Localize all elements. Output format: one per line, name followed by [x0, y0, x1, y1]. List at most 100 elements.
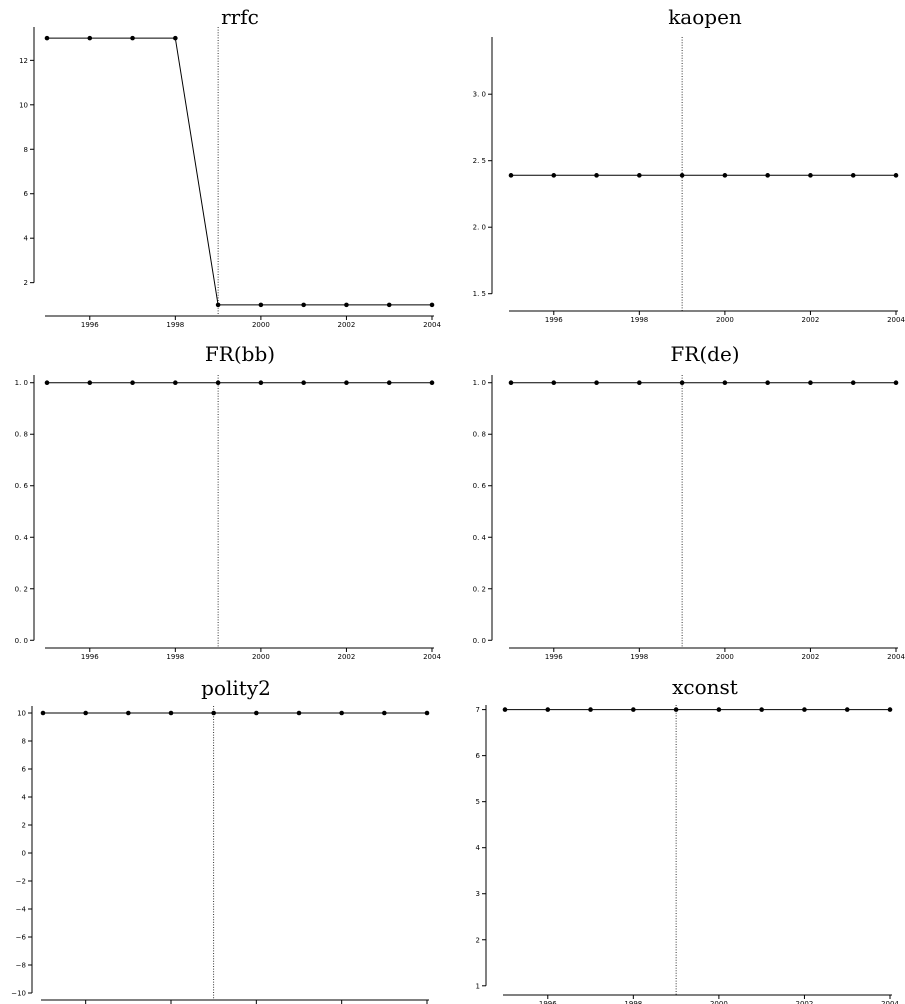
- x-tick-label: 1998: [624, 1000, 642, 1004]
- data-point: [722, 173, 728, 178]
- y-tick-label: 0. 8: [473, 431, 486, 439]
- data-point: [215, 380, 221, 386]
- data-point: [87, 35, 93, 41]
- y-tick-label: 1. 5: [473, 290, 486, 298]
- data-point: [215, 302, 221, 308]
- y-tick-label: 6: [24, 190, 29, 198]
- data-point: [87, 380, 93, 386]
- y-tick-label: 4: [22, 794, 27, 802]
- x-tick-label: 1998: [630, 653, 648, 661]
- y-tick-label: −6: [16, 934, 27, 942]
- panel-1: kaopen 1. 5 2. 0 2. 5 3. 0 1996 1998 2000 2002 20…: [473, 5, 905, 324]
- data-point: [83, 710, 88, 716]
- data-point: [386, 302, 392, 308]
- panel-5: xconst 1 2 3 4 5 6 7 1996 1998 2000 2002 2004: [476, 675, 900, 1004]
- y-tick-label: 1: [476, 982, 480, 990]
- data-point: [382, 710, 387, 716]
- data-point: [802, 707, 807, 712]
- data-point: [893, 173, 899, 178]
- y-tick-label: 0. 2: [15, 585, 28, 593]
- panel-0: rrfc 2 4 6 8 10 12 1996 1998 2000 2002 2004: [19, 5, 441, 329]
- y-tick-label: 0. 6: [473, 482, 487, 490]
- panel-title: kaopen: [668, 5, 742, 29]
- x-tick-label: 2004: [881, 1000, 899, 1004]
- panel-3: FR(de) 0. 0 0. 2 0. 4 0. 6 0. 8 1. 0 1996 1998 20…: [473, 342, 905, 661]
- y-tick-label: 0. 8: [15, 431, 28, 439]
- y-tick-label: 10: [17, 710, 26, 718]
- y-tick-label: 8: [22, 738, 26, 746]
- data-point: [211, 710, 216, 716]
- y-tick-label: 1. 0: [473, 379, 486, 387]
- panel-title: rrfc: [221, 5, 259, 29]
- data-point: [173, 35, 178, 41]
- x-tick-label: 2000: [716, 316, 734, 324]
- y-tick-label: 0. 6: [15, 482, 29, 490]
- data-point: [759, 707, 764, 712]
- y-tick-label: 4: [24, 235, 29, 243]
- data-point: [502, 707, 508, 712]
- x-tick-label: 2000: [710, 1000, 728, 1004]
- data-point: [429, 302, 435, 308]
- y-tick-label: −8: [16, 962, 26, 970]
- data-point: [508, 380, 514, 386]
- data-point: [679, 173, 685, 178]
- data-point: [850, 380, 856, 386]
- data-point: [130, 35, 135, 41]
- x-tick-label: 2004: [423, 321, 441, 329]
- data-point: [551, 380, 557, 386]
- y-tick-label: 4: [476, 844, 481, 852]
- data-point: [594, 173, 599, 178]
- panel-title: FR(de): [670, 342, 739, 366]
- data-point: [887, 707, 893, 712]
- data-point: [258, 380, 264, 386]
- data-point: [301, 380, 306, 386]
- x-tick-label: 1998: [630, 316, 648, 324]
- data-point: [429, 380, 435, 386]
- panel-title: polity2: [201, 676, 271, 700]
- x-tick-label: 2002: [338, 653, 356, 661]
- x-tick-label: 1998: [166, 321, 184, 329]
- x-tick-label: 2004: [423, 653, 441, 661]
- y-tick-label: 6: [476, 752, 481, 760]
- data-point: [588, 707, 593, 712]
- data-point: [631, 707, 636, 712]
- data-point: [594, 380, 599, 386]
- data-point: [808, 380, 813, 386]
- x-tick-label: 1996: [81, 653, 99, 661]
- y-tick-label: 2. 5: [473, 157, 486, 165]
- data-point: [551, 173, 557, 178]
- data-point: [44, 380, 50, 386]
- data-point: [716, 707, 722, 712]
- y-tick-label: 0: [22, 850, 26, 858]
- x-tick-label: 1998: [166, 653, 184, 661]
- y-tick-label: 7: [476, 706, 480, 714]
- data-point: [126, 710, 131, 716]
- x-tick-label: 2002: [338, 321, 356, 329]
- y-tick-label: 3. 0: [473, 91, 486, 99]
- x-tick-label: 2004: [887, 316, 905, 324]
- y-tick-label: 0. 0: [473, 637, 486, 645]
- panel-title: FR(bb): [205, 342, 275, 366]
- data-point: [44, 35, 50, 41]
- x-tick-label: 1996: [545, 653, 563, 661]
- x-tick-label: 1996: [81, 321, 99, 329]
- data-point: [301, 302, 306, 308]
- data-point: [673, 707, 679, 712]
- y-tick-label: −10: [11, 990, 26, 998]
- y-tick-label: 5: [476, 798, 480, 806]
- y-tick-label: −2: [16, 878, 26, 886]
- data-point: [168, 710, 174, 716]
- y-tick-label: 10: [19, 101, 28, 109]
- y-tick-label: 0. 2: [473, 585, 486, 593]
- data-point: [765, 173, 770, 178]
- data-point: [258, 302, 264, 308]
- data-point: [808, 173, 813, 178]
- data-point: [637, 380, 642, 386]
- panel-2: FR(bb) 0. 0 0. 2 0. 4 0. 6 0. 8 1. 0 1996 1998 20…: [15, 342, 442, 661]
- y-tick-label: 1. 0: [15, 379, 28, 387]
- data-point: [296, 710, 302, 716]
- data-point: [679, 380, 685, 386]
- data-point: [344, 380, 349, 386]
- panel-4: polity2−10−8−6−4−20246810199619982000200…: [11, 676, 430, 1004]
- y-tick-label: 8: [24, 146, 28, 154]
